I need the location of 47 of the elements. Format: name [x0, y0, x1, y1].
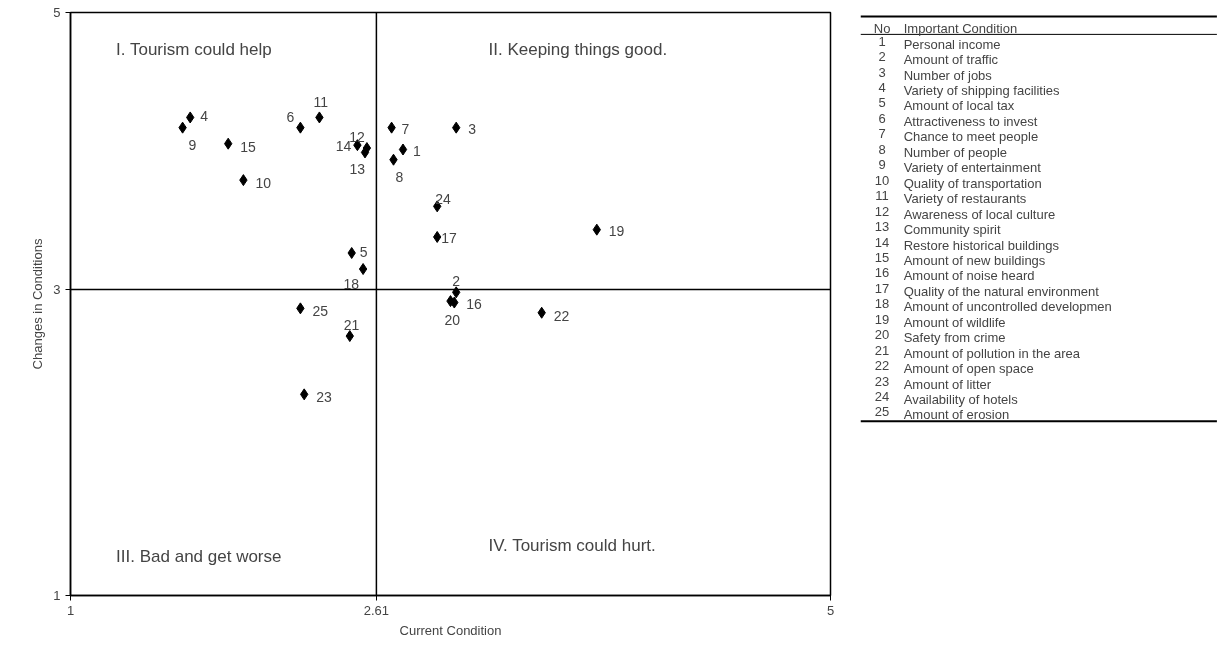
annotation: 9 — [188, 136, 197, 153]
annotation: 14 — [335, 138, 352, 155]
annotation: III. Bad and get worse — [116, 547, 282, 567]
annotation: 10 — [255, 175, 272, 192]
x-tick-label: 1 — [66, 602, 75, 618]
annotation: 16 — [466, 295, 483, 312]
y-tick-label: 3 — [53, 281, 61, 297]
annotation: I. Tourism could help — [116, 40, 272, 60]
annotation: 19 — [608, 222, 625, 239]
point — [398, 143, 408, 156]
annotation: 18 — [343, 276, 360, 293]
annotation: 20 — [444, 312, 461, 329]
point — [358, 263, 368, 276]
annotation: 6 — [286, 108, 295, 125]
x-tick-label: 5 — [826, 602, 835, 618]
annotation: 12 — [349, 129, 366, 146]
annotation: 5 — [359, 243, 368, 260]
text: No Important Condition — [873, 21, 1018, 37]
annotation: 11 — [313, 94, 329, 111]
y-axis-title: Changes in Conditions — [30, 238, 46, 370]
annotation: IV. Tourism could hurt. — [488, 535, 656, 555]
annotation: 4 — [200, 108, 209, 125]
annotation: 15 — [240, 138, 256, 155]
text: 13 Community spirit — [874, 219, 1001, 238]
text: 17 Quality of the natural environment — [874, 280, 1100, 299]
annotation: 13 — [349, 161, 366, 178]
annotation: 8 — [395, 168, 404, 185]
annotation: 1 — [413, 142, 421, 159]
text: 24 Availability of hotels — [874, 389, 1019, 408]
annotation: 22 — [553, 307, 570, 324]
text: 6 Attractiveness to invest — [878, 110, 1038, 129]
annotation: 25 — [312, 303, 329, 320]
text: 19 Amount of wildlife — [874, 311, 1006, 330]
annotation: 3 — [468, 120, 477, 137]
annotation: II. Keeping things good. — [488, 40, 668, 60]
annotation: 7 — [401, 120, 410, 137]
annotation: 2 — [452, 273, 461, 290]
annotation: 21 — [343, 317, 360, 334]
y-tick-label: 1 — [53, 588, 61, 603]
y-tick-label: 5 — [53, 5, 61, 20]
x-axis-title: Current Condition — [399, 622, 502, 638]
text: 15 Amount of new buildings — [874, 249, 1046, 268]
annotation: 17 — [441, 229, 457, 246]
annotation: 23 — [316, 389, 332, 406]
x-tick-label: 2.61 — [363, 602, 390, 618]
text: 20 Safety from crime — [874, 327, 1006, 346]
annotation: 24 — [435, 191, 451, 208]
